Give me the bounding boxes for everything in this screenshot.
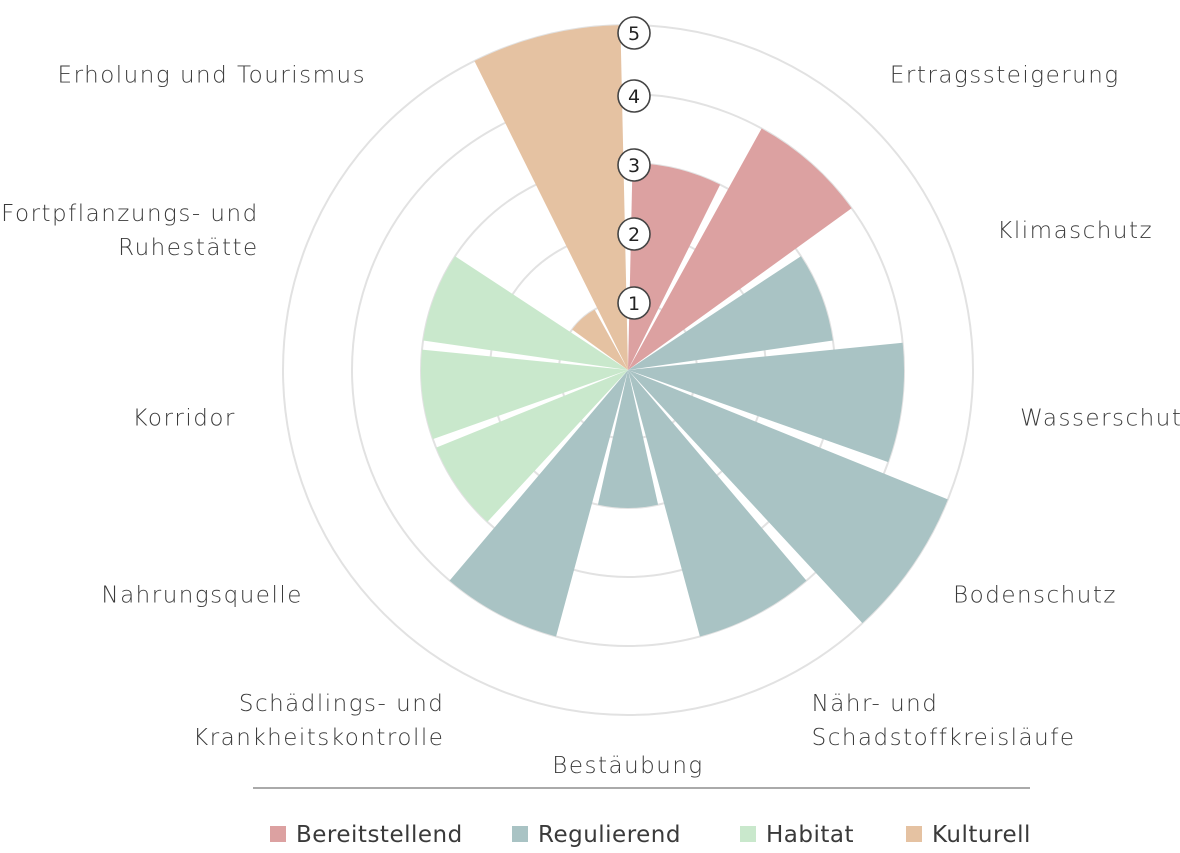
category-label-10: Korridor <box>132 406 235 432</box>
legend-item-1: Bereitstellend <box>270 822 463 848</box>
legend: Bereitstellend Regulierend Habitat Kulturel… <box>270 822 1031 848</box>
wedge-13 <box>474 25 628 371</box>
category-labels: Rohstoffe Ertragssteigerung Klimaschutz Was… <box>1 0 1180 779</box>
tick-label: 4 <box>628 86 640 108</box>
tick-badge <box>617 16 651 50</box>
legend-label: Bereitstellend <box>296 822 463 848</box>
legend-swatch <box>270 826 286 842</box>
legend-label: Kulturell <box>932 822 1031 848</box>
category-label-6: Nähr- und Schadstoffkreisläufe <box>812 691 1076 751</box>
category-label-13: Kulturelles Erbe <box>431 0 636 1</box>
wedge-layer <box>420 25 948 637</box>
wedge-1 <box>628 163 721 370</box>
legend-item-4: Kulturell <box>906 822 1031 848</box>
legend-swatch <box>906 826 922 842</box>
category-label-8: Schädlings- und Krankheitskontrolle <box>193 691 444 751</box>
tick-2: 2 <box>617 217 651 251</box>
category-label-12: Erholung und Tourismus <box>58 62 367 88</box>
tick-1: 1 <box>617 286 651 320</box>
tick-badge <box>617 217 651 251</box>
wedge-5 <box>628 370 948 624</box>
legend-item-2: Regulierend <box>512 822 681 848</box>
wedge-12 <box>572 309 628 370</box>
legend-label: Regulierend <box>538 822 681 848</box>
tick-badge <box>617 286 651 320</box>
tick-label: 3 <box>628 155 640 177</box>
category-label-7: Bestäubung <box>552 753 703 779</box>
tick-3: 3 <box>617 148 651 182</box>
legend-swatch <box>512 826 528 842</box>
tick-4: 4 <box>617 79 651 113</box>
radial-tick-labels: 1 2 3 4 5 <box>617 16 651 320</box>
category-label-5: Bodenschutz <box>953 582 1117 608</box>
tick-badge <box>617 148 651 182</box>
tick-badge <box>617 79 651 113</box>
category-label-3: Klimaschutz <box>997 218 1153 244</box>
legend-label: Habitat <box>766 822 854 848</box>
wedge-6 <box>628 370 807 637</box>
wedge-8 <box>449 370 628 637</box>
wedge-4 <box>628 342 904 463</box>
legend-swatch <box>740 826 756 842</box>
wedge-10 <box>420 349 628 440</box>
wedge-3 <box>628 256 833 370</box>
wedge-11 <box>423 256 628 370</box>
category-label-2: Ertragssteigerung <box>890 62 1120 88</box>
category-label-11: Fortpflanzungs- und Ruhestätte <box>1 201 259 261</box>
tick-label: 5 <box>628 23 640 45</box>
category-label-9: Nahrungsquelle <box>101 582 303 608</box>
legend-item-3: Habitat <box>740 822 854 848</box>
tick-5: 5 <box>617 16 651 50</box>
category-label-4: Wasserschutz <box>1020 406 1180 432</box>
category-label-1: Rohstoffe <box>661 0 784 1</box>
wedge-9 <box>436 370 628 522</box>
wedge-2 <box>628 128 852 370</box>
tick-label: 1 <box>628 293 640 315</box>
tick-label: 2 <box>628 224 640 246</box>
wedge-7 <box>597 370 659 508</box>
